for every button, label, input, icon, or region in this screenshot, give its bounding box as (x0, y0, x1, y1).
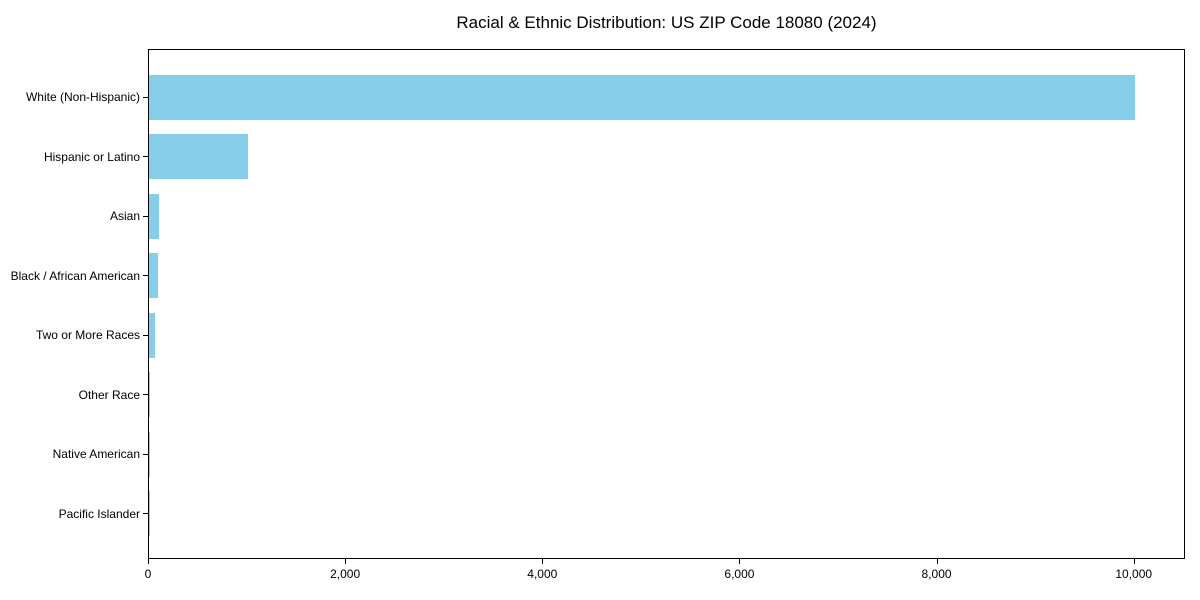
y-tick-mark (143, 394, 148, 396)
plot-area (148, 49, 1185, 559)
y-tick-mark (143, 275, 148, 277)
x-tick-mark (542, 559, 544, 564)
x-tick-label-0: 0 (144, 567, 152, 581)
y-tick-mark (143, 334, 148, 336)
bar-black-african-american (149, 253, 159, 299)
y-tick-mark (143, 453, 148, 455)
bar-white-non-hispanic (149, 74, 1135, 120)
x-tick-mark (148, 559, 149, 564)
bar-two-or-more-races (149, 312, 156, 358)
x-tick-mark (345, 559, 347, 564)
y-tick-mark (143, 215, 148, 217)
x-tick-label-6000: 6,000 (724, 567, 755, 581)
y-tick-mark (143, 156, 148, 158)
y-tick-label-white-non-hispanic: White (Non-Hispanic) (25, 90, 140, 104)
x-tick-label-10000: 10,000 (1115, 567, 1153, 581)
x-tick-mark (739, 559, 741, 564)
x-tick-label-8000: 8,000 (921, 567, 952, 581)
y-tick-label-other-race: Other Race (78, 387, 140, 402)
y-tick-label-pacific-islander: Pacific Islander (58, 506, 140, 521)
y-tick-label-black-african-american: Black / African American (10, 268, 140, 283)
y-tick-mark (143, 96, 148, 98)
chart-title: Racial & Ethnic Distribution: US ZIP Cod… (456, 13, 877, 32)
y-tick-label-native-american: Native American (52, 447, 140, 462)
y-tick-mark (143, 513, 148, 515)
y-tick-label-hispanic-or-latino: Hispanic or Latino (43, 149, 140, 164)
x-tick-label-2000: 2,000 (330, 567, 361, 581)
x-tick-mark (1133, 559, 1135, 564)
bar-asian (149, 193, 160, 239)
x-tick-label-4000: 4,000 (527, 567, 558, 581)
y-tick-label-two-or-more-races: Two or More Races (35, 328, 140, 343)
bar-other-race (149, 372, 151, 418)
y-tick-label-asian: Asian (109, 209, 140, 224)
x-tick-mark (936, 559, 938, 564)
bar-hispanic-or-latino (149, 134, 248, 180)
